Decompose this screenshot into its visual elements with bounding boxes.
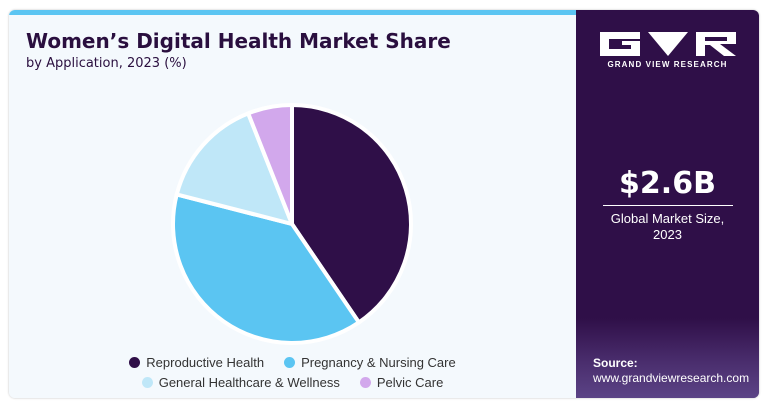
pie-slice-general-healthcare-wellness: [174, 111, 294, 226]
legend-label-general-healthcare-wellness: General Healthcare & Wellness: [158, 374, 340, 390]
legend-label-pelvic-care: Pelvic Care: [376, 374, 444, 390]
chart-legend: Reproductive Health Pregnancy & Nursing …: [9, 352, 576, 392]
legend-swatch-pelvic-care: [359, 376, 371, 388]
pie-slice-pelvic-care: [246, 103, 294, 226]
market-size-label-line1: Global Market Size,: [610, 211, 725, 226]
legend-swatch-pregnancy-nursing-care: [284, 356, 296, 368]
brand-name: GRAND VIEW RESEARCH: [607, 60, 728, 69]
legend-label-reproductive-health: Reproductive Health: [146, 354, 265, 370]
legend-label-pregnancy-nursing-care: Pregnancy & Nursing Care: [301, 354, 456, 370]
market-size-label-line2: 2023: [653, 227, 682, 242]
legend-row-1: Reproductive Health Pregnancy & Nursing …: [9, 352, 576, 372]
chart-subtitle: by Application, 2023 (%): [26, 56, 187, 71]
market-size-label: Global Market Size, 2023: [576, 211, 759, 243]
value-divider: [603, 205, 733, 206]
infographic-card: Women’s Digital Health Market Share by A…: [9, 10, 759, 398]
legend-item-reproductive-health: Reproductive Health: [129, 355, 264, 370]
chart-title: Women’s Digital Health Market Share: [26, 29, 451, 53]
legend-item-pregnancy-nursing-care: Pregnancy & Nursing Care: [284, 355, 456, 370]
market-size-value: $2.6B: [619, 166, 716, 201]
legend-swatch-general-healthcare-wellness: [141, 376, 153, 388]
pie-slice-pregnancy-nursing-care: [171, 192, 361, 345]
pie-slice-reproductive-health: [290, 103, 413, 325]
legend-swatch-reproductive-health: [129, 356, 141, 368]
accent-top-bar: [9, 10, 576, 15]
source-label: Source:: [593, 356, 638, 370]
legend-item-pelvic-care: Pelvic Care: [359, 374, 444, 390]
legend-item-general-healthcare-wellness: General Healthcare & Wellness: [141, 374, 340, 390]
pie-chart: [171, 103, 413, 345]
source-url: www.grandviewresearch.com: [593, 371, 750, 385]
gvr-logo-icon: [600, 32, 736, 56]
legend-row-2: General Healthcare & Wellness Pelvic Car…: [9, 372, 576, 392]
source-block: Source: www.grandviewresearch.com: [593, 356, 749, 386]
chart-panel: Women’s Digital Health Market Share by A…: [9, 10, 576, 398]
side-panel: GRAND VIEW RESEARCH $2.6B Global Market …: [576, 10, 759, 398]
side-panel-glow: [576, 318, 759, 398]
